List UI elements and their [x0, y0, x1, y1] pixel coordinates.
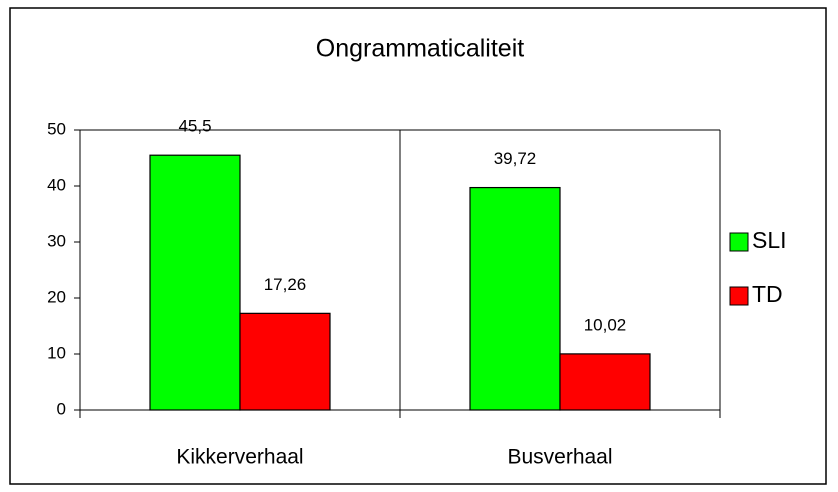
y-tick-label: 0 [57, 399, 66, 418]
y-tick-label: 20 [47, 287, 66, 306]
y-tick-label: 30 [47, 231, 66, 250]
x-tick-label: Kikkerverhaal [176, 446, 303, 469]
bar [469, 186, 561, 411]
legend-label: TD [752, 281, 783, 307]
x-tick-label: Busverhaal [507, 446, 612, 469]
chart-border [9, 7, 827, 485]
data-label: 17,26 [264, 275, 307, 294]
bar [239, 312, 331, 411]
legend-swatch [729, 286, 749, 306]
chart-title: Ongrammaticaliteit [316, 35, 524, 63]
legend-swatch [729, 232, 749, 252]
data-label: 45,5 [178, 117, 211, 136]
bar [559, 353, 651, 411]
data-label: 10,02 [584, 315, 627, 334]
y-tick-label: 10 [47, 343, 66, 362]
y-tick-label: 40 [47, 175, 66, 194]
data-label: 39,72 [494, 149, 537, 168]
y-tick-label: 50 [47, 119, 66, 138]
bar [149, 154, 241, 411]
legend-label: SLI [752, 227, 787, 253]
